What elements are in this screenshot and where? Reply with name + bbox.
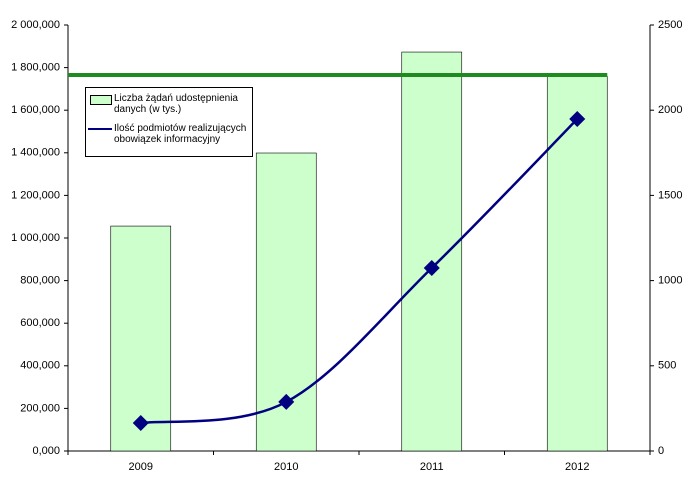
legend: Liczba żądań udostępnienia danych (w tys… xyxy=(85,87,253,157)
marker xyxy=(423,259,440,276)
legend-symbol xyxy=(88,93,114,105)
legend-label: Liczba żądań udostępnienia danych (w tys… xyxy=(114,93,238,115)
y2-tick-label: 2500 xyxy=(658,19,682,31)
x-tick-label: 2009 xyxy=(129,461,153,473)
y2-tick-label: 1500 xyxy=(658,189,682,201)
legend-label: Ilość podmiotów realizujących obowiązek … xyxy=(114,123,247,145)
y-tick-label: 800,000 xyxy=(20,275,60,287)
y2-tick-label: 2000 xyxy=(658,104,682,116)
y-tick-label: 1 200,000 xyxy=(11,189,60,201)
y-tick-label: 1 400,000 xyxy=(11,147,60,159)
bar xyxy=(401,51,463,452)
y-tick-label: 1 800,000 xyxy=(11,62,60,74)
y-tick-label: 1 000,000 xyxy=(11,232,60,244)
legend-symbol xyxy=(88,123,114,135)
legend-item: Liczba żądań udostępnienia danych (w tys… xyxy=(88,93,250,115)
marker xyxy=(569,111,586,128)
legend-swatch xyxy=(88,128,112,130)
bar xyxy=(110,225,172,452)
y-tick-label: 400,000 xyxy=(20,360,60,372)
legend-item: Ilość podmiotów realizujących obowiązek … xyxy=(88,123,250,145)
y-tick-label: 1 600,000 xyxy=(11,104,60,116)
x-tick-label: 2011 xyxy=(420,461,444,473)
marker xyxy=(132,415,149,432)
legend-swatch xyxy=(90,95,112,105)
x-tick-label: 2010 xyxy=(274,461,298,473)
y2-tick-label: 500 xyxy=(658,360,676,372)
y-tick-label: 600,000 xyxy=(20,317,60,329)
line xyxy=(140,118,579,425)
marker xyxy=(278,393,295,410)
bar xyxy=(546,75,608,452)
x-tick-label: 2012 xyxy=(565,461,589,473)
y-tick-label: 200,000 xyxy=(20,402,60,414)
y2-tick-label: 1000 xyxy=(658,275,682,287)
y2-tick-label: 0 xyxy=(658,445,664,457)
y-tick-label: 0,000 xyxy=(32,445,60,457)
y-tick-label: 2 000,000 xyxy=(11,19,60,31)
